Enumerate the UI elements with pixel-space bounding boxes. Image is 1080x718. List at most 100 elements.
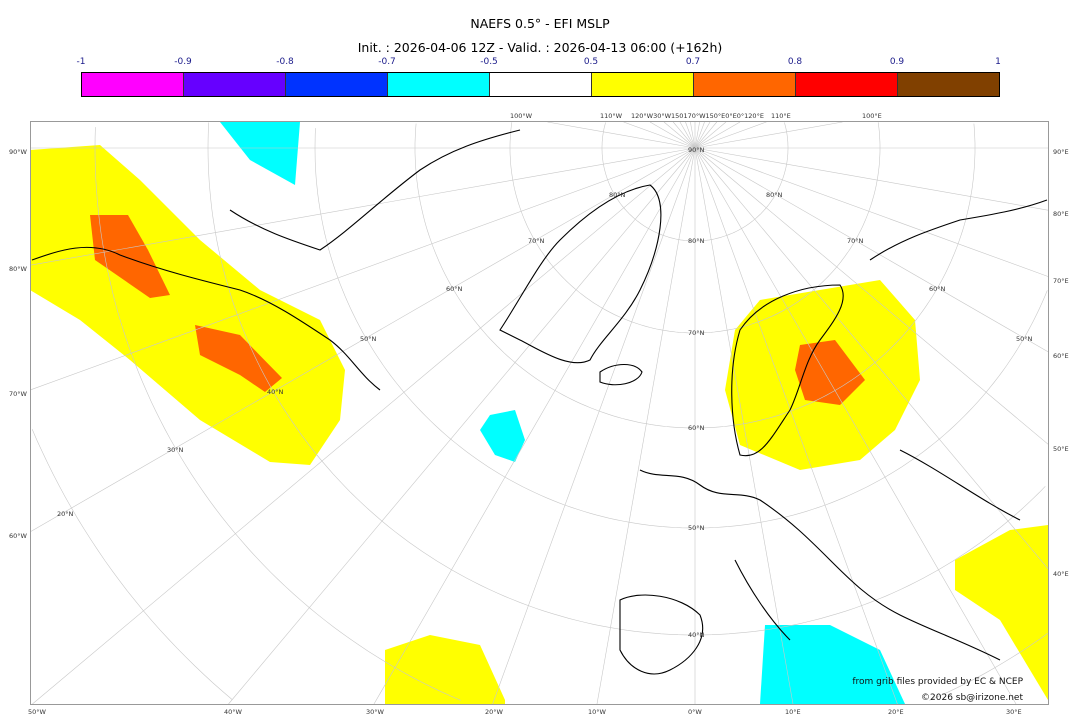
right-lon-label: 80°E — [1053, 210, 1069, 218]
colorbar-tick: 0.8 — [787, 57, 803, 67]
lat-label: 80°N — [688, 237, 705, 245]
bottom-lon-label: 10°W — [588, 708, 606, 716]
colorbar-tick: -0.9 — [174, 57, 192, 67]
top-lon-label: 100°W — [510, 112, 533, 120]
meridian-line — [492, 147, 696, 705]
meridian-line — [694, 147, 1017, 705]
lat-label: 70°N — [528, 237, 545, 245]
bottom-lon-label: 40°W — [224, 708, 242, 716]
bottom-lon-label: 30°W — [366, 708, 384, 716]
colorbar-tick: 0.9 — [889, 57, 905, 67]
bottom-lon-label: 50°W — [28, 708, 46, 716]
colorbar-tick: 1 — [995, 57, 1001, 67]
chart-subtitle: Init. : 2026-04-06 12Z - Valid. : 2026-0… — [357, 40, 723, 55]
bottom-lon-label: 10°E — [785, 708, 801, 716]
efi-area-yellow — [385, 635, 505, 704]
efi-area-orange — [195, 325, 282, 392]
meridian-line — [694, 121, 767, 149]
meridian-line — [694, 147, 1049, 277]
meridian-line — [694, 121, 741, 149]
meridian-line — [679, 121, 696, 149]
right-lon-label: 50°E — [1053, 445, 1069, 453]
latitude-line — [601, 122, 789, 242]
meridian-line — [672, 121, 696, 149]
colorbar-tick: 0.5 — [583, 57, 599, 67]
right-lon-label: 40°E — [1053, 570, 1069, 578]
bottom-lon-label: 20°E — [888, 708, 904, 716]
meridian-line — [694, 121, 727, 149]
lat-label: 70°N — [847, 237, 864, 245]
latitude-line — [94, 127, 1048, 701]
efi-area-cyan — [220, 122, 300, 185]
colorbar-segment — [286, 73, 388, 96]
meridian-line — [228, 147, 696, 705]
copyright-credit: ©2026 sb@irizone.net — [921, 693, 1023, 703]
asia-coast — [869, 199, 1048, 521]
greenland-coast — [499, 184, 662, 364]
meridian-line — [30, 147, 696, 266]
right-lon-label: 90°E — [1053, 148, 1069, 156]
europe-coast — [619, 469, 1001, 675]
colorbar-tick: -0.8 — [276, 57, 294, 67]
top-lon-label: 110°E — [771, 112, 791, 120]
meridian-line — [694, 121, 843, 149]
lat-label: 90°N — [688, 146, 705, 154]
meridian-line — [694, 121, 718, 149]
colorbar — [81, 72, 1000, 97]
graticule — [30, 121, 1049, 705]
meridian-line — [30, 147, 696, 390]
colorbar-segment — [694, 73, 796, 96]
meridian-line — [663, 121, 696, 149]
lat-label: 40°N — [267, 388, 284, 396]
meridian-line — [32, 147, 696, 705]
colorbar-tick: -0.7 — [378, 57, 396, 67]
bottom-lon-label: 30°E — [1006, 708, 1022, 716]
meridian-line — [694, 147, 1049, 569]
lat-label: 80°N — [766, 191, 783, 199]
meridian-line — [694, 147, 1049, 211]
meridian-line — [694, 121, 700, 149]
top-lon-label: 100°E — [862, 112, 882, 120]
north-america-coast — [31, 129, 521, 391]
colorbar-segment — [184, 73, 286, 96]
meridian-line — [694, 147, 898, 705]
efi-area-yellow — [30, 145, 345, 465]
lat-label: 80°N — [609, 191, 626, 199]
left-lon-label: 90°W — [9, 148, 27, 156]
colorbar-tick: 0.7 — [685, 57, 701, 67]
meridian-line — [694, 121, 705, 149]
lat-label: 20°N — [57, 510, 74, 518]
meridian-line — [685, 121, 696, 149]
meridian-line — [649, 121, 696, 149]
meridian-line — [694, 147, 1049, 445]
meridian-line — [694, 147, 1049, 353]
efi-area-orange — [90, 215, 170, 298]
source-credit: from grib files provided by EC & NCEP — [852, 677, 1023, 687]
lat-label: 50°N — [688, 524, 705, 532]
meridian-line — [373, 147, 696, 705]
latitude-line — [509, 122, 881, 334]
left-lon-label: 80°W — [9, 265, 27, 273]
bottom-lon-label: 0°W — [688, 708, 702, 716]
efi-area-cyan — [480, 410, 525, 462]
lat-label: 40°N — [688, 631, 705, 639]
colorbar-segment — [796, 73, 898, 96]
meridian-line — [623, 121, 696, 149]
latitude-line — [414, 123, 976, 429]
right-lon-label: 70°E — [1053, 277, 1069, 285]
colorbar-segment — [490, 73, 592, 96]
lat-label: 50°N — [360, 335, 377, 343]
lat-label: 60°N — [929, 285, 946, 293]
efi-shading — [30, 122, 1048, 704]
iceland-coast — [599, 363, 643, 386]
lat-label: 30°N — [167, 446, 184, 454]
top-lon-label: 120°W30°W150170°W150°E0°E0°120°E — [631, 112, 764, 120]
scandinavia-coast — [731, 284, 844, 457]
lat-label: 50°N — [1016, 335, 1033, 343]
meridian-line — [694, 147, 794, 705]
latitude-line — [207, 122, 1046, 636]
colorbar-segment — [388, 73, 490, 96]
bottom-lon-label: 20°W — [485, 708, 503, 716]
colorbar-segment — [898, 73, 999, 96]
lat-label: 60°N — [688, 424, 705, 432]
